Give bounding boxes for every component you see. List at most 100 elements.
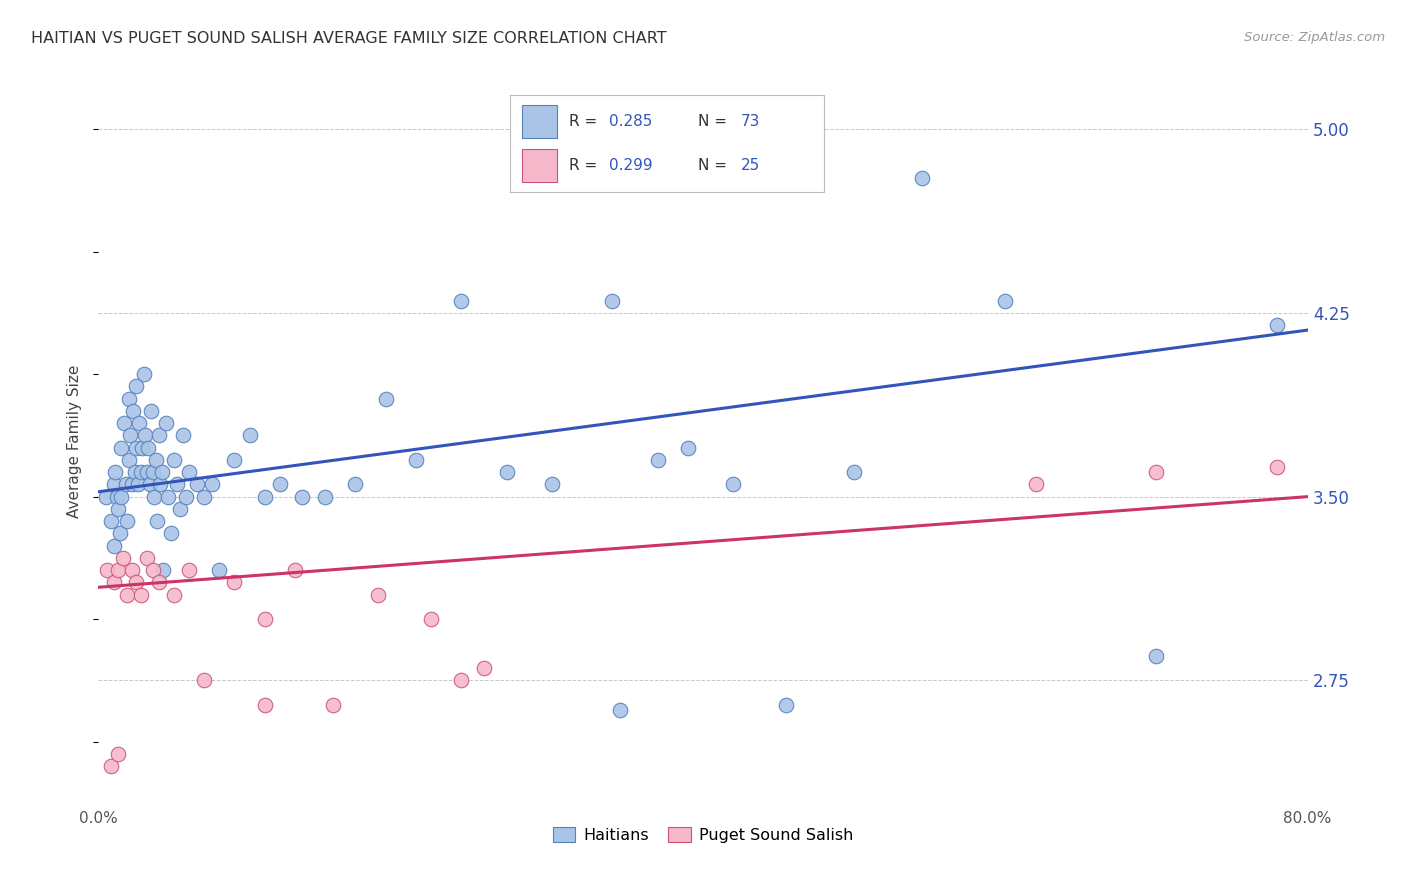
Point bbox=[495, 465, 517, 479]
Point bbox=[291, 490, 314, 504]
Point bbox=[122, 404, 145, 418]
Point bbox=[103, 575, 125, 590]
Point bbox=[253, 612, 276, 626]
Point bbox=[110, 490, 132, 504]
Point bbox=[179, 563, 201, 577]
Point bbox=[160, 526, 183, 541]
Point bbox=[420, 612, 443, 626]
Point bbox=[994, 293, 1017, 308]
Point bbox=[201, 477, 224, 491]
Point bbox=[111, 550, 134, 565]
Point bbox=[129, 588, 152, 602]
Point bbox=[129, 465, 152, 479]
Point bbox=[132, 367, 155, 381]
Point bbox=[768, 171, 790, 186]
Point bbox=[239, 428, 262, 442]
Point bbox=[120, 428, 142, 442]
Point bbox=[100, 759, 122, 773]
Point bbox=[139, 477, 162, 491]
Point bbox=[125, 575, 148, 590]
Point bbox=[179, 465, 201, 479]
Point bbox=[314, 490, 336, 504]
Point bbox=[142, 563, 165, 577]
Point bbox=[100, 514, 122, 528]
Point bbox=[103, 477, 125, 491]
Point bbox=[131, 441, 153, 455]
Point bbox=[118, 453, 141, 467]
Point bbox=[676, 441, 699, 455]
Point bbox=[108, 526, 131, 541]
Point bbox=[115, 588, 138, 602]
Point bbox=[107, 502, 129, 516]
Point bbox=[156, 490, 179, 504]
Point bbox=[121, 477, 143, 491]
Point bbox=[602, 293, 624, 308]
Point bbox=[775, 698, 797, 712]
Point bbox=[114, 477, 136, 491]
Point bbox=[134, 428, 156, 442]
Point bbox=[124, 465, 146, 479]
Point bbox=[125, 441, 148, 455]
Point bbox=[647, 453, 669, 467]
Point bbox=[96, 563, 118, 577]
Point bbox=[121, 563, 143, 577]
Point bbox=[269, 477, 291, 491]
Point bbox=[155, 416, 177, 430]
Point bbox=[374, 392, 396, 406]
Point bbox=[127, 477, 149, 491]
Point bbox=[540, 477, 562, 491]
Point bbox=[118, 392, 141, 406]
Point bbox=[107, 563, 129, 577]
Point bbox=[163, 453, 186, 467]
Point bbox=[174, 490, 197, 504]
Point bbox=[224, 453, 246, 467]
Point bbox=[135, 465, 157, 479]
Point bbox=[152, 563, 174, 577]
Point bbox=[125, 379, 148, 393]
Point bbox=[1267, 318, 1289, 333]
Point bbox=[193, 490, 215, 504]
Point bbox=[110, 441, 132, 455]
Point bbox=[1024, 477, 1046, 491]
Point bbox=[94, 490, 117, 504]
Point bbox=[149, 477, 172, 491]
Point bbox=[112, 416, 135, 430]
Point bbox=[405, 453, 427, 467]
Point bbox=[128, 416, 150, 430]
Point bbox=[103, 539, 125, 553]
Point bbox=[367, 588, 389, 602]
Point bbox=[136, 441, 159, 455]
Point bbox=[450, 293, 472, 308]
Point bbox=[166, 477, 188, 491]
Text: Source: ZipAtlas.com: Source: ZipAtlas.com bbox=[1244, 31, 1385, 45]
Point bbox=[163, 588, 186, 602]
Point bbox=[142, 465, 165, 479]
Point bbox=[1144, 648, 1167, 663]
Point bbox=[1267, 460, 1289, 475]
Point bbox=[322, 698, 344, 712]
Point bbox=[186, 477, 208, 491]
Point bbox=[150, 465, 173, 479]
Point bbox=[344, 477, 367, 491]
Point bbox=[1144, 465, 1167, 479]
Y-axis label: Average Family Size: Average Family Size bbox=[67, 365, 83, 518]
Point bbox=[143, 490, 166, 504]
Point bbox=[104, 465, 127, 479]
Point bbox=[115, 514, 138, 528]
Point bbox=[844, 465, 866, 479]
Point bbox=[609, 703, 631, 717]
Point bbox=[172, 428, 194, 442]
Point bbox=[169, 502, 191, 516]
Point bbox=[135, 550, 157, 565]
Text: HAITIAN VS PUGET SOUND SALISH AVERAGE FAMILY SIZE CORRELATION CHART: HAITIAN VS PUGET SOUND SALISH AVERAGE FA… bbox=[31, 31, 666, 46]
Point bbox=[148, 575, 170, 590]
Point bbox=[911, 171, 934, 186]
Point bbox=[145, 453, 167, 467]
Point bbox=[253, 490, 276, 504]
Point bbox=[146, 514, 169, 528]
Point bbox=[148, 428, 170, 442]
Point bbox=[193, 673, 215, 688]
Point bbox=[450, 673, 472, 688]
Point bbox=[723, 477, 745, 491]
Point bbox=[208, 563, 231, 577]
